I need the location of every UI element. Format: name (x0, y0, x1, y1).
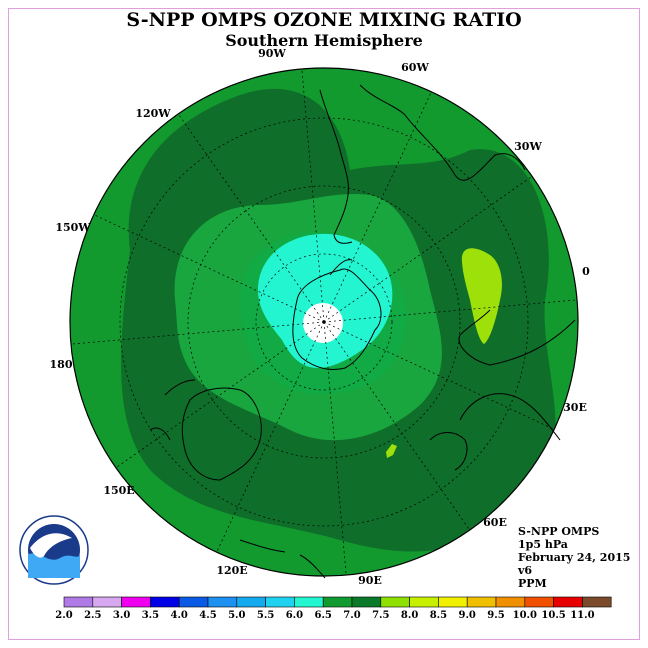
graticule-meridian (178, 113, 325, 323)
longitude-label: 90W (258, 47, 286, 60)
page-subtitle: Southern Hemisphere (225, 31, 423, 50)
colorbar-swatch (207, 596, 238, 608)
graticule-meridian (323, 321, 555, 430)
colorbar-label: 4.0 (170, 610, 187, 621)
colorbar-swatch (178, 596, 209, 608)
graticule-lat-30 (119, 117, 529, 527)
colorbar-label: 10.5 (541, 610, 565, 621)
page-title: S-NPP OMPS OZONE MIXING RATIO (126, 9, 522, 31)
info-version: v6 (518, 564, 533, 577)
graticule-meridian (323, 299, 578, 323)
graticule-lat-50 (187, 185, 461, 459)
map-edge (69, 67, 579, 577)
graticule-meridian (216, 321, 325, 553)
colorbar-swatch (438, 596, 468, 608)
info-instrument: S-NPP OMPS (518, 525, 600, 538)
longitude-label: 30E (563, 401, 587, 414)
graticule-meridian (93, 214, 325, 323)
colorbar-swatch (351, 596, 382, 608)
colorbar-label: 5.5 (257, 610, 274, 621)
field-anomaly-patch (461, 248, 502, 344)
longitude-label: 60W (401, 61, 429, 74)
coast-africa (458, 309, 576, 366)
colorbar-label: 11.0 (570, 610, 594, 621)
noaa-logo (19, 515, 89, 585)
colorbar-swatch (150, 596, 180, 608)
graticule-meridians (70, 68, 578, 576)
colorbar-label: 6.5 (314, 610, 331, 621)
colorbar-swatch (409, 596, 439, 608)
longitude-label: 150E (103, 484, 134, 497)
coast-south-america-east (359, 84, 526, 181)
colorbar-swatch (524, 596, 554, 608)
coast-east-africa (459, 393, 561, 441)
colorbar-swatch (92, 596, 122, 608)
colorbar-label: 9.0 (458, 610, 475, 621)
graticule-meridian (323, 91, 432, 323)
colorbar-swatch (380, 596, 410, 608)
graticule-meridian (70, 321, 325, 345)
info-level: 1p5 hPa (518, 538, 568, 551)
colorbar-label: 2.5 (84, 610, 101, 621)
graticule-meridian (115, 321, 325, 468)
colorbar-label: 7.5 (372, 610, 389, 621)
colorbar-swatch (322, 596, 353, 608)
coastlines (149, 84, 576, 579)
colorbar-swatch (294, 596, 324, 608)
colorbar-label: 8.5 (430, 610, 447, 621)
colorbar-label: 6.0 (286, 610, 303, 621)
info-block: S-NPP OMPS 1p5 hPa February 24, 2015 v6 … (518, 525, 630, 590)
longitude-label: 0 (582, 265, 590, 278)
graticule (70, 68, 578, 576)
colorbar-label: 10.0 (513, 610, 537, 621)
coast-peninsula (329, 259, 353, 276)
colorbar-swatch (121, 596, 151, 608)
graticule-meridian (323, 321, 470, 531)
colorbar-labels: 2.0 2.5 3.0 3.5 4.0 4.5 5.0 5.5 6.0 6.5 7.0 7.5 8.0 8… (55, 610, 594, 621)
coast-new-zealand (149, 379, 196, 441)
colorbar-swatch (236, 596, 266, 608)
colorbar-label: 3.0 (113, 610, 130, 621)
field-vortex (258, 233, 393, 368)
graticule-lat-70 (255, 253, 393, 391)
colorbar-swatch (466, 596, 497, 608)
colorbar-swatch (265, 596, 295, 608)
colorbar-swatch (582, 596, 612, 608)
colorbar-label: 2.0 (55, 610, 72, 621)
longitude-label: 60E (483, 516, 507, 529)
colorbar-label: 9.5 (487, 610, 504, 621)
longitude-label: 150W (55, 221, 91, 234)
info-date: February 24, 2015 (518, 551, 631, 564)
info-units: PPM (518, 577, 547, 590)
longitude-label: 120E (216, 564, 247, 577)
longitude-label: 180 (50, 358, 73, 371)
graticule-meridian (301, 68, 325, 323)
graticule-meridian (323, 176, 533, 323)
coast-antarctica (292, 268, 382, 371)
graticule-meridian (323, 321, 347, 576)
colorbar-swatches (63, 596, 612, 608)
longitude-label: 90E (358, 574, 382, 587)
colorbar-swatch (63, 596, 94, 608)
colorbar-swatch (553, 596, 583, 608)
page-frame (8, 8, 640, 640)
colorbar-label: 7.0 (343, 610, 360, 621)
field-anomaly-spot (386, 444, 397, 458)
longitude-labels: 90W 60W 30W 0 30E 60E 90E 120E 150E 180 150W 120W (50, 47, 591, 587)
colorbar-label: 4.5 (199, 610, 216, 621)
colorbar-label: 8.0 (401, 610, 418, 621)
coast-south-america (319, 89, 353, 244)
colorbar-label: 5.0 (228, 610, 245, 621)
coast-australia (181, 387, 262, 481)
longitude-label: 120W (135, 107, 171, 120)
colorbar-label: 3.5 (142, 610, 159, 621)
coast-madagascar (429, 432, 468, 471)
longitude-label: 30W (514, 140, 542, 153)
colorbar-swatch (495, 596, 526, 608)
